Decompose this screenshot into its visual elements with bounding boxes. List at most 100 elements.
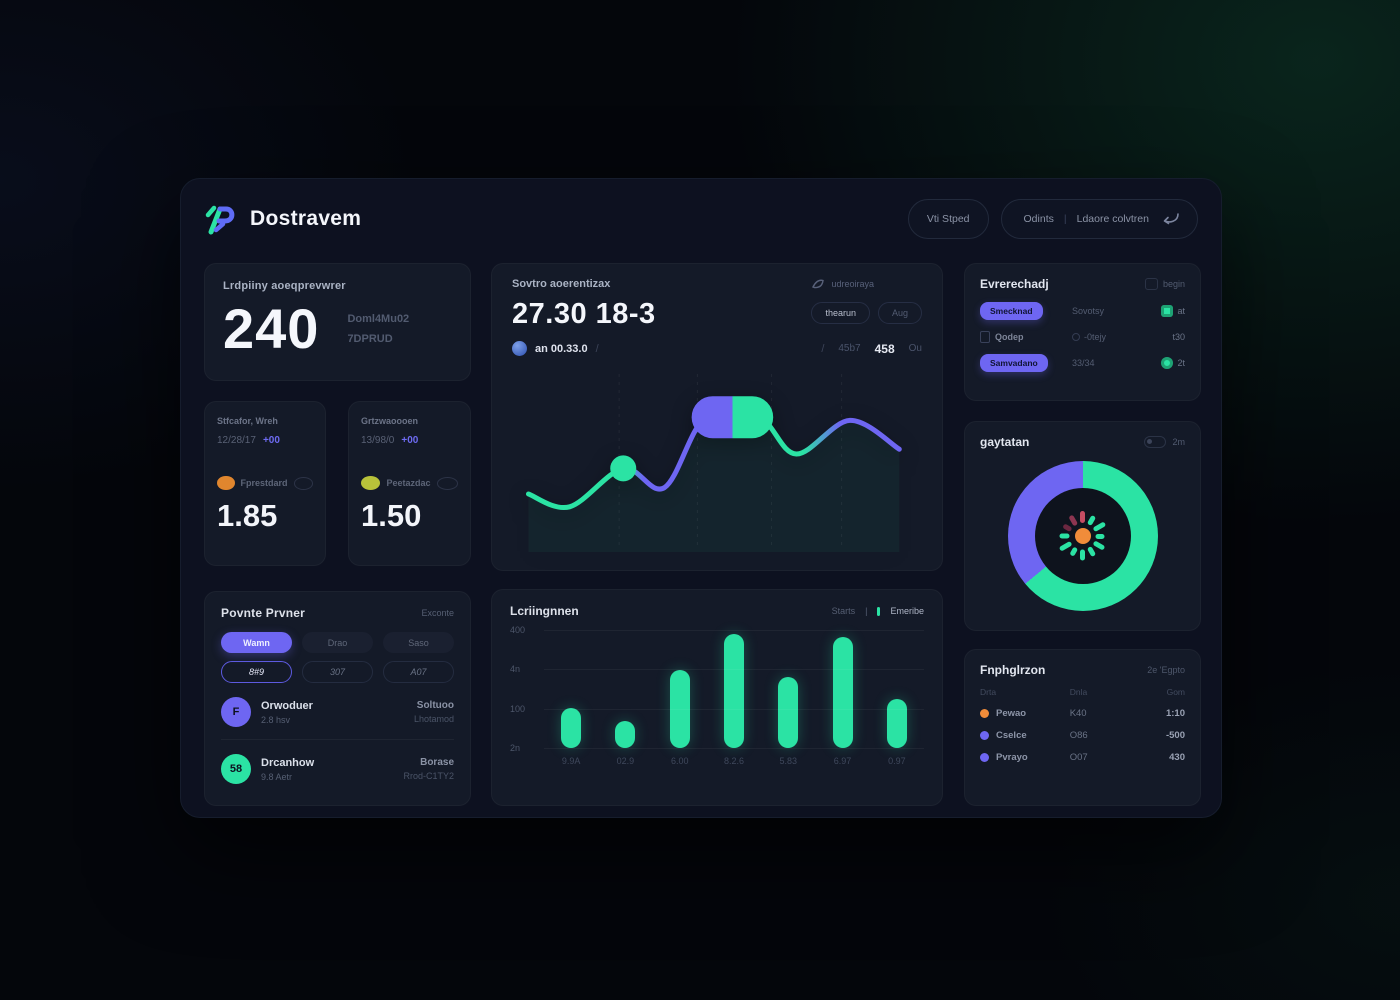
gridline	[544, 748, 924, 749]
bars-tab-starts[interactable]: Starts	[831, 606, 856, 616]
list-item[interactable]: 58 Drcanhow 9.8 Aetr Borase Rrod-C1TY2	[221, 754, 454, 784]
list-item[interactable]: F Orwoduer 2.8 hsv Soltuoo Lhotamod	[221, 697, 454, 727]
avatar: F	[221, 697, 251, 727]
bar-slot	[761, 630, 815, 748]
col-header: Drta	[980, 687, 997, 697]
range-tab-2[interactable]: Aug	[877, 302, 922, 324]
x-axis-label: 6.97	[833, 756, 852, 766]
bar-slot	[598, 630, 652, 748]
line-chart-value: 27.30 18-3	[512, 298, 656, 330]
menu-item-content[interactable]: Ldaore colvtren	[1076, 213, 1149, 225]
bar-slot	[653, 630, 707, 748]
odds-card-1[interactable]: Stfcafor, Wreh 12/28/17 +00 Fprestdard 1…	[204, 401, 326, 566]
status-circle-icon	[1072, 333, 1080, 341]
points-action-link[interactable]: Exconte	[421, 608, 454, 618]
col-header: Dnla	[1069, 687, 1088, 697]
schedule-row[interactable]: Smecknad Sovotsy at	[980, 302, 1185, 320]
y-axis-tick: 2n	[510, 743, 521, 753]
value-pill-2[interactable]: 307	[302, 661, 373, 683]
bar	[561, 708, 582, 748]
odds-value: 1.50	[361, 498, 422, 533]
sunburst-ray	[1092, 540, 1106, 551]
refresh-icon[interactable]	[436, 476, 458, 490]
header-menu[interactable]: Odints | Ldaore colvtren	[1000, 199, 1198, 239]
table-action[interactable]: 2e 'Egpto	[1147, 665, 1185, 675]
odds-card-2[interactable]: Grtzwaoooen 13/98/0 +00 Peetazdac 1.50	[348, 401, 471, 566]
player-right: Soltuoo	[416, 700, 454, 711]
menu-item-odints[interactable]: Odints	[1023, 213, 1054, 225]
cell-mid: O86	[1069, 730, 1088, 741]
team-name: Peetazdac	[386, 478, 431, 488]
bar-x-labels: 9.9A 02.9 6.00 8.2.6 5.83 6.97 0.97	[544, 756, 924, 766]
stats-table-card: Fnphglrzon 2e 'Egpto Drta Dnla Gom Pewao…	[964, 649, 1201, 806]
status-pill[interactable]: Smecknad	[980, 302, 1043, 320]
odds-delta: +00	[262, 435, 280, 446]
y-axis-tick: 400	[510, 625, 526, 635]
table-row[interactable]: Pvrayo O07 430	[980, 752, 1185, 763]
logo-text: Dostravem	[250, 207, 362, 230]
gridline	[544, 669, 924, 671]
tab-saso[interactable]: Saso	[383, 632, 454, 653]
schedule-action[interactable]: begin	[1144, 278, 1185, 290]
team-name: Fprestdard	[240, 478, 288, 488]
speed-button[interactable]: Vti Stped	[907, 199, 989, 239]
toggle-icon[interactable]	[1144, 436, 1167, 448]
line-chart-card: Sovtro aoerentizax 27.30 18-3 udreoiraya…	[491, 263, 943, 571]
x-axis-label: 5.83	[779, 756, 798, 766]
sunburst-ray	[1059, 533, 1070, 539]
summary-title: Lrdpiiny aoeqprevwrer	[223, 280, 346, 292]
meta-slash: /	[595, 342, 599, 355]
odds-title: Grtzwaoooen	[361, 416, 419, 426]
table-row[interactable]: Pewao K40 1:10	[980, 708, 1185, 719]
bar-chart-title: Lcriingnnen	[510, 604, 579, 618]
bar	[615, 721, 636, 748]
bar-slot	[870, 630, 924, 748]
range-tab-1[interactable]: thearun	[811, 302, 870, 324]
x-axis-label: 0.97	[888, 756, 906, 766]
dashboard-panel: Dostravem Vti Stped Odints | Ldaore colv…	[180, 178, 1222, 818]
table-headers: Drta Dnla Gom	[980, 687, 1185, 697]
header-actions: Vti Stped Odints | Ldaore colvtren	[907, 199, 1198, 239]
odds-value: 1.85	[217, 498, 278, 533]
schedule-row[interactable]: Qodep -0tejy t30	[980, 331, 1185, 343]
tab-wamn[interactable]: Wamn	[221, 632, 292, 653]
bars	[544, 630, 924, 748]
sunburst-ray	[1092, 520, 1107, 532]
cell-mid: K40	[1069, 708, 1087, 719]
schedule-mid: 33/34	[1072, 358, 1095, 368]
bars-tab-divider: |	[865, 606, 868, 616]
schedule-row[interactable]: Samvadano 33/34 2t	[980, 354, 1185, 372]
refresh-icon[interactable]	[293, 476, 314, 490]
schedule-title: Evrerechadj	[980, 277, 1049, 291]
bar	[832, 637, 853, 748]
divider	[221, 739, 454, 740]
color-dot	[980, 753, 989, 762]
odds-title: Stfcafor, Wreh	[217, 416, 278, 426]
bars-tab-emeribe[interactable]: Emeribe	[890, 606, 924, 616]
line-chart	[525, 374, 902, 552]
meta-value: 458	[874, 341, 895, 356]
value-pill-1[interactable]: 8#9	[221, 661, 292, 683]
value-pill-3[interactable]: A07	[383, 661, 454, 683]
calendar-icon	[1144, 278, 1158, 290]
color-dot	[980, 731, 989, 740]
y-axis-tick: 4n	[510, 664, 521, 675]
meta-slash-2: /	[821, 342, 825, 355]
status-pill[interactable]: Samvadano	[980, 354, 1048, 372]
color-dot	[980, 709, 989, 718]
tab-drao[interactable]: Drao	[302, 632, 373, 653]
app-logo[interactable]: Dostravem	[204, 202, 361, 236]
player-sub: 9.8 Aetr	[261, 771, 293, 782]
table-row[interactable]: Cselce O86 -500	[980, 730, 1185, 741]
points-values: 8#9 307 A07	[221, 661, 454, 683]
coin-icon	[1161, 357, 1174, 369]
schedule-mid: -0tejy	[1084, 332, 1107, 342]
bar-slot	[544, 630, 598, 748]
points-tabs: Wamn Drao Saso	[221, 632, 454, 653]
donut-card: gaytatan 2m	[964, 421, 1201, 631]
gridline	[544, 708, 924, 710]
col-header: Gom	[1166, 687, 1185, 697]
undo-arrow-icon	[1163, 213, 1179, 225]
donut-chart	[1007, 461, 1158, 611]
meta-time: an 00.33.0	[535, 342, 588, 355]
